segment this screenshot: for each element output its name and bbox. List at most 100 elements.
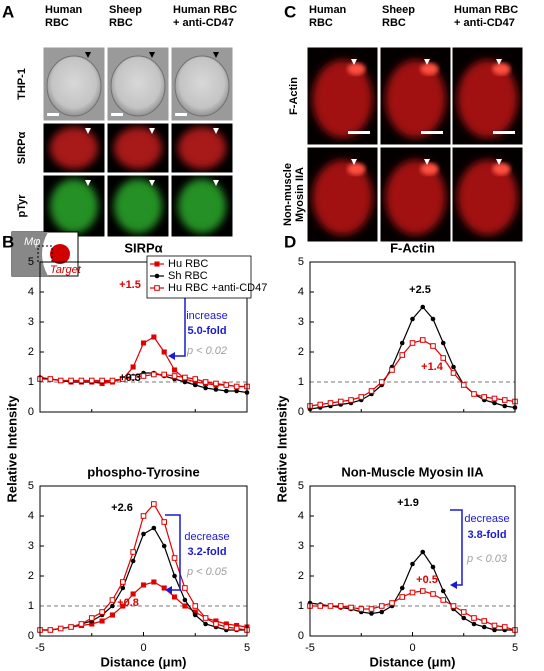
row-label: SIRPα <box>16 132 28 165</box>
panel-letter: D <box>284 232 296 251</box>
row-label: THP-1 <box>16 68 28 100</box>
data-point <box>223 624 230 630</box>
y-tick-label: 5 <box>28 480 34 492</box>
data-point <box>213 621 219 627</box>
column-header: Human RBC <box>454 4 518 16</box>
data-point <box>389 600 395 606</box>
annotation: decrease <box>184 531 229 543</box>
chart: SIRPα 0 1 2 3 4 5 +1.5 +0.3 increase 5.0-fold p < 0… <box>4 240 267 502</box>
data-point <box>378 379 385 385</box>
cell <box>174 55 230 117</box>
micrograph <box>170 122 234 174</box>
y-tick-label: 3 <box>298 316 304 328</box>
data-point <box>420 549 426 555</box>
arrowhead <box>496 59 502 65</box>
data-point <box>182 379 188 385</box>
signal <box>114 127 162 169</box>
data-point <box>130 374 136 381</box>
fold-arrowhead <box>165 586 172 594</box>
data-point <box>140 582 147 588</box>
hotspot <box>420 63 439 75</box>
legend-label: Sh RBC <box>168 270 208 282</box>
legend-marker <box>154 285 160 291</box>
annotation: +0.5 <box>416 574 438 586</box>
x-tick-label: 0 <box>140 642 146 654</box>
data-point <box>120 603 126 609</box>
data-point <box>409 340 416 346</box>
plot-frame <box>39 261 248 413</box>
annotation: 3.2-fold <box>187 546 226 558</box>
data-point <box>78 621 85 627</box>
data-point <box>410 561 415 567</box>
signal <box>385 60 446 138</box>
legend-label: Hu RBC +anti-CD47 <box>168 282 267 294</box>
data-point <box>140 340 147 346</box>
micrograph <box>106 174 170 238</box>
legend-marker <box>154 273 160 279</box>
y-tick-label: 4 <box>298 510 304 522</box>
y-tick-label: 0 <box>28 630 34 642</box>
data-point <box>369 611 374 616</box>
micrograph <box>42 122 106 174</box>
data-point <box>234 388 239 394</box>
row-label: F-Actin <box>288 77 300 115</box>
data-point <box>378 603 385 609</box>
data-point <box>109 377 116 384</box>
arrowhead <box>424 59 430 65</box>
data-point <box>68 377 74 384</box>
micrograph <box>451 46 524 146</box>
data-point <box>99 618 105 624</box>
frame <box>379 46 452 146</box>
data-point <box>88 615 95 621</box>
data-point <box>182 585 188 591</box>
data-point <box>88 377 95 384</box>
scale-bar <box>111 113 123 116</box>
y-tick-label: 2 <box>28 346 34 358</box>
data-point <box>109 597 116 603</box>
data-point <box>130 364 136 370</box>
data-point <box>110 603 115 609</box>
frame <box>170 122 234 174</box>
plot-frame <box>309 261 516 413</box>
data-point <box>348 604 354 611</box>
frame <box>306 146 379 243</box>
data-point <box>223 382 230 388</box>
y-tick-label: 5 <box>298 480 304 492</box>
data-point <box>151 334 157 340</box>
data-point <box>141 531 146 537</box>
data-point <box>109 612 116 618</box>
data-point <box>481 618 488 624</box>
data-point <box>172 367 178 373</box>
data-point <box>182 603 188 609</box>
legend-box <box>146 255 252 299</box>
y-tick-label: 4 <box>298 286 304 298</box>
y-tick-label: 1 <box>28 376 34 388</box>
plot-frame <box>309 485 516 637</box>
annotation: p < 0.03 <box>466 553 508 565</box>
data-point <box>161 585 167 591</box>
chart-title: SIRPα <box>124 240 162 255</box>
y-tick-label: 2 <box>298 570 304 582</box>
column-header: Sheep <box>382 4 415 16</box>
data-point <box>140 513 147 519</box>
data-point <box>451 364 456 370</box>
micrograph <box>451 146 524 243</box>
data-point <box>120 376 126 382</box>
column-header: RBC <box>309 17 333 29</box>
hotspot <box>492 163 511 175</box>
inset-icon: Mφ Target <box>11 231 82 277</box>
data-point <box>419 337 426 343</box>
data-point <box>501 397 508 403</box>
inset-label: Mφ <box>24 236 40 248</box>
data-point <box>203 385 208 391</box>
charts: Mφ Target SIRPα 0 1 2 3 4 5 +1.5 +0.3 increase 5.0-f… <box>4 231 518 669</box>
y-tick-label: 4 <box>28 510 34 522</box>
y-tick-label: 3 <box>28 316 34 328</box>
data-point <box>337 398 344 405</box>
data-point <box>192 603 199 609</box>
x-axis-label: Distance (μm) <box>370 654 456 669</box>
data-point <box>120 579 126 585</box>
y-tick-label: 3 <box>28 540 34 552</box>
